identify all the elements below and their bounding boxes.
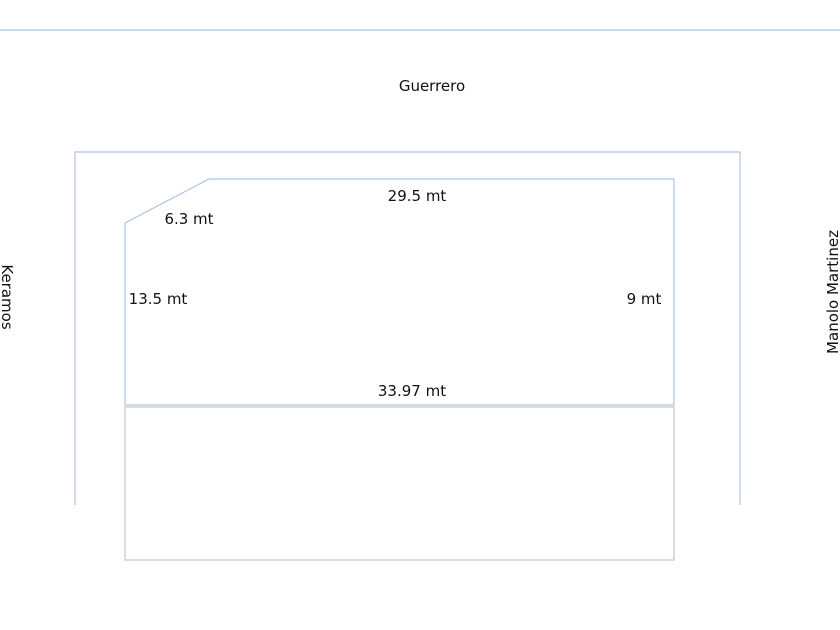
block-outline [74,151,741,505]
lot-polygon [124,178,675,406]
measure-diagonal: 6.3 mt [164,210,213,228]
measure-left: 13.5 mt [129,290,188,308]
lower-block [124,406,675,561]
street-right-label: Manolo Martinez [824,230,840,354]
measure-top: 29.5 mt [388,187,447,205]
measure-bottom: 33.97 mt [378,382,446,400]
street-top-label: Guerrero [399,77,465,95]
measure-right: 9 mt [627,290,662,308]
street-left-label: Keramos [0,264,16,329]
